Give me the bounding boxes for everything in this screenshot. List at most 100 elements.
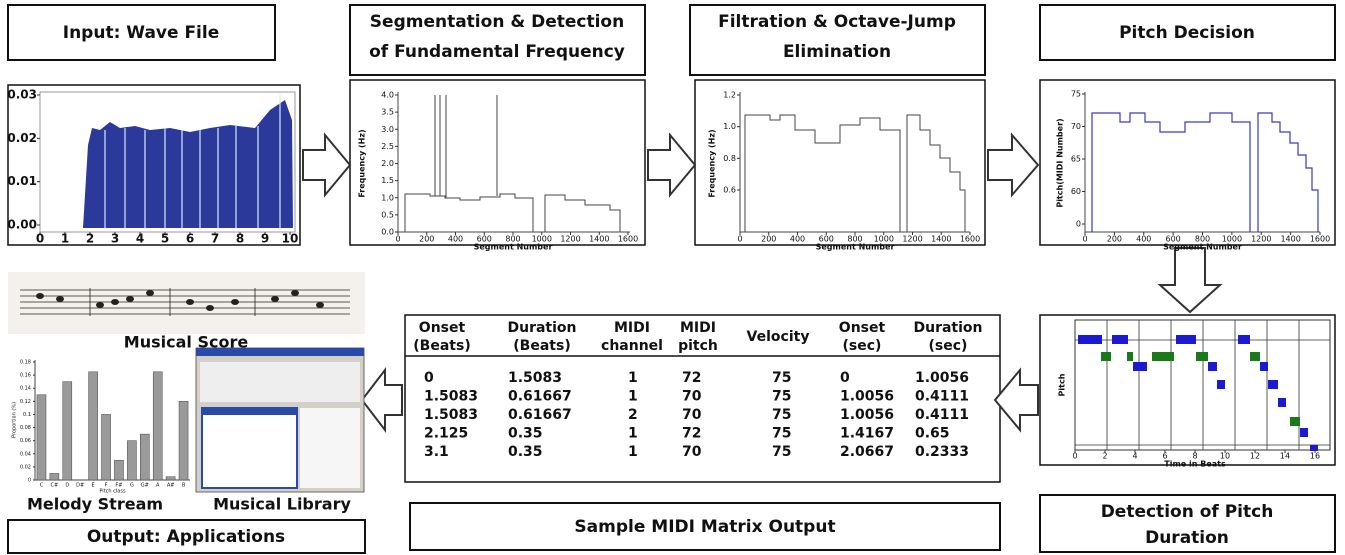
table-cell: 75 [772,426,791,442]
x-tick-label: 0 [395,235,400,244]
x-tick-label: 1600 [960,235,980,244]
table-header: Onset [419,320,466,336]
x-tick-label: 4 [1132,452,1137,461]
x-tick-label: 1000 [532,235,552,244]
y-tick-label: 75 [1071,90,1081,99]
x-tick-label: 0 [1072,452,1077,461]
x-tick-label: 800 [847,235,862,244]
table-cell: 75 [772,389,791,405]
y-tick-label: 0.04 [20,451,31,457]
table-cell: 0.35 [508,444,543,460]
stage-box [1039,494,1336,553]
y-tick-label: 3.0 [381,125,394,134]
y-tick-label: 0.16 [20,373,31,379]
bar [49,473,60,481]
y-tick-label: 0.6 [723,186,736,195]
y-tick-label: 0.5 [381,210,394,219]
frequency-trace [744,114,966,232]
table-cell: 0.61667 [508,389,572,405]
library-label: Musical Library [213,495,351,514]
x-axis-label: Segment Number [1163,243,1242,252]
y-axis-label: Frequency (Hz) [358,129,367,197]
x-tick-label: 2 [1102,452,1107,461]
y-tick-label: 0.8 [723,154,736,163]
x-tick-label: 0 [36,232,44,246]
x-tick-label: 1000 [874,235,894,244]
y-tick-label: 0.18 [20,360,31,366]
y-tick-label: 0 [28,478,31,484]
x-tick-label: 200 [419,235,434,244]
x-tick-label: 16 [1310,452,1320,461]
table-cell: 72 [682,426,701,442]
x-tick-label: 6 [1162,452,1167,461]
stream-label: Melody Stream [27,495,163,514]
table-cell: 0 [840,370,850,386]
y-tick-label: 1.0 [723,122,736,131]
table-header: Duration [507,320,576,336]
y-tick-label: 0.01 [7,174,37,188]
stage-title: of Fundamental Frequency [369,42,625,62]
table-header: MIDI [614,320,650,336]
y-axis-label: Pitch(MIDI Number) [1056,118,1065,207]
x-tick-label: 1600 [1310,235,1330,244]
table-header: (Beats) [413,338,470,354]
table-cell: 0.4111 [915,407,969,423]
y-tick-label: 0.06 [20,438,31,444]
table-header: (Beats) [513,338,570,354]
x-tick-label: 1 [61,232,69,246]
x-tick-label: 1600 [618,235,638,244]
wave-gaps [104,95,281,228]
y-axis-label: Pitch [1058,373,1067,396]
x-tick-label: B [182,483,186,489]
x-tick-label: 10 [1220,452,1230,461]
table-header: Onset [839,320,886,336]
arrow [987,132,1040,198]
y-tick-label: 0.1 [23,412,31,418]
x-tick-label: 14 [1280,452,1290,461]
x-axis-label: Time in Beats [1164,460,1226,469]
bar [101,414,111,481]
table-cell: 1.0056 [915,370,969,386]
table-cell: 1 [628,426,638,442]
table-cell: 75 [772,444,791,460]
y-tick-label: 70 [1071,122,1081,131]
arrow [1157,247,1223,314]
x-tick-label: 2 [86,232,94,246]
table-cell: 1.0056 [840,407,894,423]
wave-form [40,100,293,228]
table-cell: 0.65 [915,426,950,442]
y-tick-label: 0.02 [7,131,37,145]
x-tick-label: 0 [1082,235,1087,244]
x-tick-label: 600 [477,235,492,244]
y-tick-label: 2.0 [381,159,394,168]
library-toolbar [200,362,360,402]
stage-title: Input: Wave File [63,23,220,43]
x-tick-label: F [105,483,108,489]
y-tick-label: 1.5 [381,176,394,185]
x-tick-label: 1400 [1280,235,1300,244]
library-list [300,408,360,488]
pitch-trace [1091,112,1319,232]
notes [36,290,324,311]
table-cell: 2.0667 [840,444,894,460]
x-tick-label: D [65,483,69,489]
library-titlebar [196,348,364,356]
x-axis-label: Segment Number [474,243,553,252]
table-cell: 2.125 [424,426,468,442]
x-tick-label: G# [141,483,149,489]
table-cell: 0.61667 [508,407,572,423]
y-tick-label: 0.02 [20,464,31,470]
table-header: MIDI [680,320,716,336]
arrow [302,132,352,198]
x-tick-label: 5 [161,232,169,246]
stage-title: Segmentation & Detection [370,12,624,32]
x-tick-label: 12 [1250,452,1260,461]
x-tick-label: A# [167,483,175,489]
table-cell: 1 [628,444,638,460]
x-tick-label: F# [115,483,122,489]
bar [36,394,47,481]
library-dialog-bar [202,408,297,415]
x-tick-label: 600 [1165,235,1180,244]
table-cell: 0.2333 [915,444,969,460]
